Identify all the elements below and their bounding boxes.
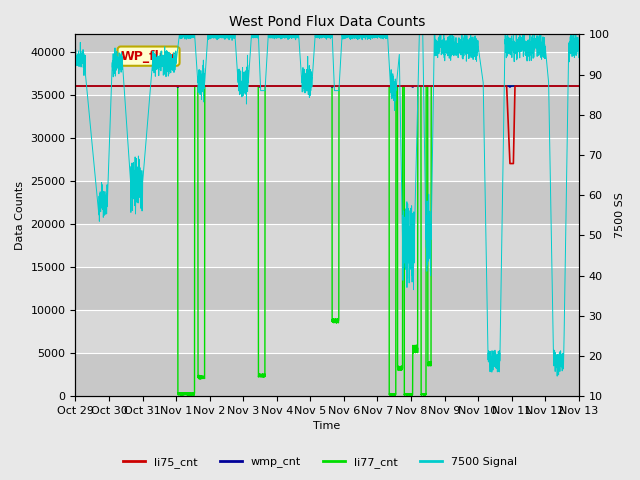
Bar	[76, 181, 579, 224]
X-axis label: Time: Time	[314, 421, 340, 432]
Bar	[76, 353, 579, 396]
Legend: li75_cnt, wmp_cnt, li77_cnt, 7500 Signal: li75_cnt, wmp_cnt, li77_cnt, 7500 Signal	[118, 452, 522, 472]
Title: West Pond Flux Data Counts: West Pond Flux Data Counts	[229, 15, 425, 29]
Text: WP_flux: WP_flux	[121, 49, 177, 63]
Bar	[76, 9, 579, 51]
Bar	[76, 310, 579, 353]
Bar	[76, 138, 579, 181]
Bar	[76, 267, 579, 310]
Bar	[76, 224, 579, 267]
Bar	[76, 95, 579, 138]
Bar	[76, 51, 579, 95]
Y-axis label: Data Counts: Data Counts	[15, 181, 25, 250]
Y-axis label: 7500 SS: 7500 SS	[615, 192, 625, 238]
